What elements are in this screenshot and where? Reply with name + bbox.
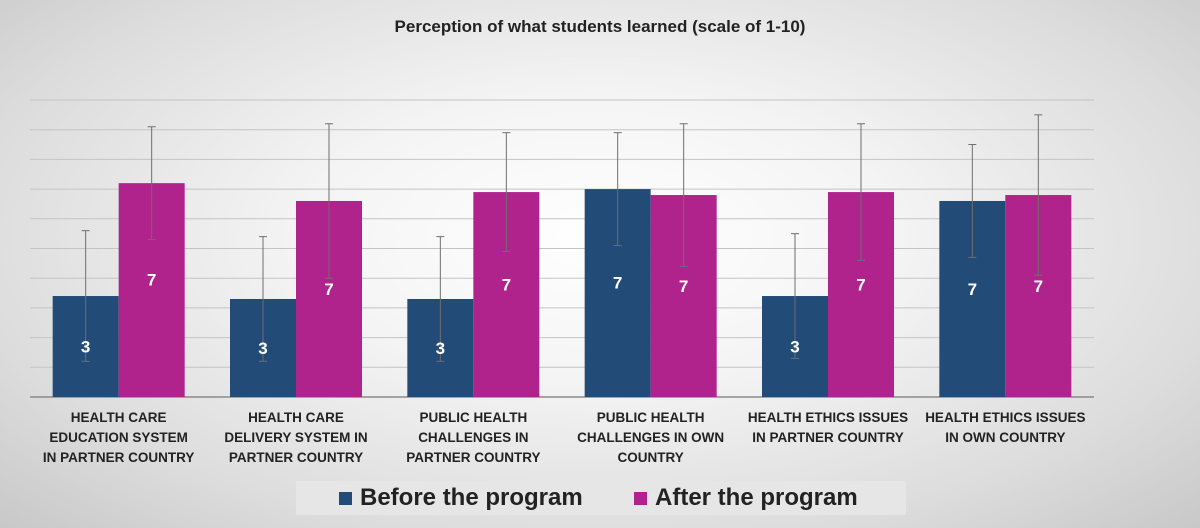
data-label-before: 3: [790, 338, 799, 357]
category-label: PUBLIC HEALTH: [419, 410, 527, 425]
category-label: DELIVERY SYSTEM IN: [224, 430, 367, 445]
category-label: PARTNER COUNTRY: [406, 450, 540, 465]
legend-label-before: Before the program: [360, 484, 583, 511]
legend-swatch-before: [339, 491, 352, 505]
category-label: HEALTH ETHICS ISSUES: [748, 410, 908, 425]
data-labels: 3 7 3 7 3 7 7 7 3 7 7 7: [81, 270, 1043, 358]
category-label: PUBLIC HEALTH: [597, 410, 705, 425]
chart-title: Perception of what students learned (sca…: [395, 17, 806, 36]
data-label-before: 3: [436, 339, 445, 358]
data-label-after: 7: [502, 275, 511, 294]
data-label-before: 7: [613, 274, 622, 293]
category-label: IN PARTNER COUNTRY: [43, 450, 195, 465]
legend-item-before: Before the program: [339, 481, 583, 515]
category-label: CHALLENGES IN OWN: [577, 430, 724, 445]
category-label: CHALLENGES IN: [418, 430, 528, 445]
category-label: PARTNER COUNTRY: [229, 450, 363, 465]
category-label: HEALTH ETHICS ISSUES: [925, 410, 1085, 425]
data-label-before: 3: [81, 338, 90, 357]
legend-label-after: After the program: [655, 484, 858, 511]
data-label-after: 7: [856, 275, 865, 294]
category-label: IN OWN COUNTRY: [945, 430, 1065, 445]
category-label: HEALTH CARE: [71, 410, 167, 425]
category-label: EDUCATION SYSTEM: [49, 430, 188, 445]
gridlines: [30, 99, 1094, 398]
legend-swatch-after: [634, 491, 647, 505]
legend-item-after: After the program: [634, 481, 858, 515]
bars: [52, 183, 1072, 397]
data-label-before: 7: [968, 280, 977, 299]
category-label: HEALTH CARE: [248, 410, 344, 425]
data-label-after: 7: [1034, 277, 1043, 296]
category-label: COUNTRY: [618, 450, 684, 465]
legend: Before the program After the program: [296, 481, 906, 515]
data-label-after: 7: [324, 280, 333, 299]
category-labels: HEALTH CARE EDUCATION SYSTEM IN PARTNER CO…: [43, 410, 1086, 465]
data-label-after: 7: [679, 277, 688, 296]
data-label-after: 7: [147, 270, 156, 289]
error-bars: [81, 114, 1043, 362]
category-label: IN PARTNER COUNTRY: [752, 430, 904, 445]
data-label-before: 3: [258, 339, 267, 358]
